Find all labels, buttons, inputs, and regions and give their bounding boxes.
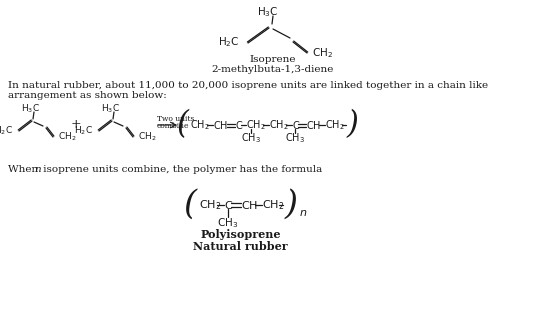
Text: $\mathsf{CH_3}$: $\mathsf{CH_3}$: [217, 216, 238, 230]
Text: $\mathsf{CH_2}$: $\mathsf{CH_2}$: [138, 131, 156, 143]
Text: $\mathsf{CH_2}$: $\mathsf{CH_2}$: [190, 118, 210, 132]
Text: Polyisoprene: Polyisoprene: [200, 229, 281, 240]
Text: Natural rubber: Natural rubber: [193, 240, 288, 252]
Text: $\mathsf{CH_2}$: $\mathsf{CH_2}$: [312, 46, 333, 60]
Text: combine: combine: [157, 122, 189, 130]
Text: $\mathsf{CH_2}$: $\mathsf{CH_2}$: [58, 131, 77, 143]
Text: $\mathsf{CH_3}$: $\mathsf{CH_3}$: [285, 131, 305, 145]
Text: $\mathsf{CH_2}$: $\mathsf{CH_2}$: [199, 198, 222, 212]
Text: Isoprene: Isoprene: [250, 55, 296, 63]
Text: (: (: [177, 110, 189, 140]
Text: $\mathsf{CH_2}$: $\mathsf{CH_2}$: [262, 198, 284, 212]
Text: (: (: [183, 189, 196, 221]
Text: $\mathsf{H_2C}$: $\mathsf{H_2C}$: [74, 125, 93, 137]
Text: $\mathsf{CH_2}$: $\mathsf{CH_2}$: [246, 118, 266, 132]
Text: $\mathsf{CH_2}$: $\mathsf{CH_2}$: [325, 118, 345, 132]
Text: Two units: Two units: [157, 115, 194, 123]
Text: $n$: $n$: [299, 208, 307, 218]
Text: In natural rubber, about 11,000 to 20,000 isoprene units are linked together in : In natural rubber, about 11,000 to 20,00…: [8, 81, 488, 89]
Text: $\mathsf{CH_2}$: $\mathsf{CH_2}$: [269, 118, 289, 132]
Text: $\mathsf{H_2C}$: $\mathsf{H_2C}$: [218, 35, 240, 49]
Text: $\mathsf{C}$: $\mathsf{C}$: [235, 119, 243, 131]
Text: $\mathsf{CH}$: $\mathsf{CH}$: [306, 119, 321, 131]
Text: +: +: [71, 119, 82, 132]
Text: $\mathsf{CH}$: $\mathsf{CH}$: [241, 199, 258, 211]
Text: $\mathsf{CH_3}$: $\mathsf{CH_3}$: [241, 131, 261, 145]
Text: ): ): [284, 189, 298, 221]
Text: $\mathsf{H_3C}$: $\mathsf{H_3C}$: [21, 103, 39, 115]
Text: n: n: [34, 164, 40, 174]
Text: arrangement as shown below:: arrangement as shown below:: [8, 90, 167, 99]
Text: $\mathsf{H_3C}$: $\mathsf{H_3C}$: [257, 5, 279, 19]
Text: $\mathsf{H_3C}$: $\mathsf{H_3C}$: [101, 103, 119, 115]
Text: $\mathsf{H_2C}$: $\mathsf{H_2C}$: [0, 125, 13, 137]
Text: When: When: [8, 164, 42, 174]
Text: $\mathsf{C}$: $\mathsf{C}$: [224, 199, 233, 211]
Text: 2-methylbuta-1,3-diene: 2-methylbuta-1,3-diene: [212, 64, 334, 73]
Text: isoprene units combine, the polymer has the formula: isoprene units combine, the polymer has …: [40, 164, 322, 174]
Text: ): ): [346, 110, 358, 140]
Text: $\mathsf{C}$: $\mathsf{C}$: [292, 119, 300, 131]
Text: $\mathsf{CH}$: $\mathsf{CH}$: [213, 119, 228, 131]
